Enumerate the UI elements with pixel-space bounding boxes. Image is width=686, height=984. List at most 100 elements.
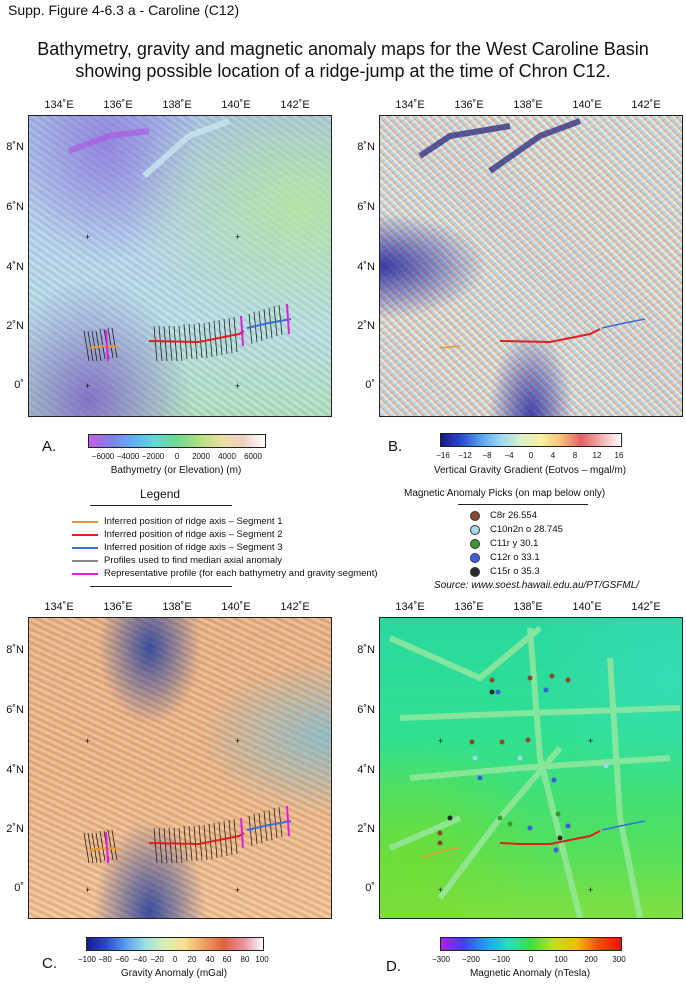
pick-label: C10n2n o 28.745	[490, 524, 563, 535]
lat-label: 6˚N	[357, 704, 375, 716]
figure-title: Bathymetry, gravity and magnetic anomaly…	[0, 38, 686, 82]
legend-item-profiles: Profiles used to find median axial anoma…	[72, 555, 282, 566]
panel-label: B.	[388, 438, 403, 455]
legend-swatch	[72, 546, 98, 549]
pick-dot	[470, 552, 480, 563]
lon-label: 142˚E	[631, 99, 661, 111]
lon-label: 142˚E	[280, 601, 310, 613]
colorbar-title: Magnetic Anomaly (nTesla)	[469, 968, 591, 979]
pick-dot	[470, 524, 480, 535]
magnetic-anomaly-map: + + + +	[379, 617, 683, 919]
lon-label: 142˚E	[631, 601, 661, 613]
colorbar-tick: −40	[133, 955, 147, 964]
gravity-gradient-map	[379, 115, 683, 417]
legend-swatch	[72, 572, 98, 575]
lon-label: 136˚E	[454, 99, 484, 111]
magnetic-overlay	[388, 625, 681, 918]
crosshair-marker: +	[588, 736, 594, 746]
bathymetry-map: + + + +	[28, 115, 332, 417]
colorbar-tick: 20	[187, 955, 197, 964]
colorbar-tick: −200	[461, 955, 481, 964]
colorbar-tick: −16	[436, 451, 450, 460]
colorbar-tick: −80	[98, 955, 112, 964]
lon-label: 134˚E	[395, 601, 425, 613]
magnetic-colorbar	[440, 937, 622, 951]
legend-item-segment-2: Inferred position of ridge axis – Segmen…	[72, 529, 283, 540]
lat-label: 8˚N	[6, 141, 24, 153]
colorbar-tick: −4	[504, 451, 514, 460]
legend-item-segment-3: Inferred position of ridge axis – Segmen…	[72, 542, 283, 553]
colorbar-title: Gravity Anomaly (mGal)	[120, 968, 228, 979]
colorbar-tick: 12	[592, 451, 602, 460]
gravity-anomaly-colorbar	[86, 937, 264, 951]
lat-label: 4˚N	[357, 764, 375, 776]
lat-label: 4˚N	[6, 261, 24, 273]
lat-label: 4˚N	[357, 261, 375, 273]
lon-label: 140˚E	[221, 601, 251, 613]
lat-label: 0˚	[365, 882, 375, 894]
mag-pick-c12r: C12r o 33.1	[470, 552, 540, 563]
colorbar-tick: −8	[482, 451, 492, 460]
gravity-anomaly-overlay	[83, 805, 292, 864]
lon-label: 142˚E	[280, 99, 310, 111]
c15r-picks	[447, 689, 563, 841]
colorbar-tick: −12	[458, 451, 472, 460]
mag-pick-c11r: C11r y 30.1	[470, 538, 538, 549]
panel-label: D.	[386, 958, 401, 975]
legend-label: Inferred position of ridge axis – Segmen…	[104, 529, 283, 540]
legend-rule	[90, 505, 232, 506]
lon-label: 138˚E	[513, 99, 543, 111]
lon-label: 134˚E	[395, 99, 425, 111]
colorbar-tick: 8	[572, 451, 578, 460]
panel-label: A.	[42, 438, 57, 455]
colorbar-tick: −6000	[91, 452, 115, 461]
colorbar-tick: −300	[431, 955, 451, 964]
colorbar-tick: 0	[528, 451, 534, 460]
colorbar-tick: 80	[240, 955, 250, 964]
crosshair-marker: +	[85, 232, 91, 242]
c12r-picks	[477, 687, 571, 853]
legend-label: Inferred position of ridge axis – Segmen…	[104, 542, 283, 553]
colorbar-tick: 0	[174, 452, 180, 461]
pick-label: C8r 26.554	[490, 510, 538, 521]
lat-label: 6˚N	[6, 704, 24, 716]
bathymetry-overlay	[67, 118, 292, 362]
legend-label: Inferred position of ridge axis – Segmen…	[104, 516, 283, 527]
legend-swatch	[72, 520, 98, 523]
colorbar-title: Bathymetry (or Elevation) (m)	[110, 465, 242, 476]
legend-item-representative: Representative profile (for each bathyme…	[72, 568, 378, 579]
colorbar-tick: 0	[528, 955, 534, 964]
lat-label: 0˚	[14, 882, 24, 894]
lat-label: 0˚	[14, 379, 24, 391]
colorbar-tick: −100	[77, 955, 97, 964]
lat-label: 2˚N	[357, 823, 375, 835]
lat-label: 2˚N	[357, 320, 375, 332]
pick-label: C12r o 33.1	[490, 552, 540, 563]
colorbar-tick: 2000	[192, 452, 210, 461]
supplement-label: Supp. Figure 4-6.3 a - Caroline (C12)	[8, 2, 240, 18]
colorbar-tick: 4	[550, 451, 556, 460]
lon-label: 134˚E	[44, 601, 74, 613]
c10n2n-picks	[472, 755, 609, 769]
crosshair-marker: +	[235, 381, 241, 391]
legend-label: Representative profile (for each bathyme…	[104, 568, 378, 579]
crosshair-marker: +	[235, 885, 241, 895]
pick-label: C11r y 30.1	[490, 538, 539, 549]
colorbar-tick: −100	[491, 955, 511, 964]
crosshair-marker: +	[588, 885, 594, 895]
colorbar-tick: 300	[612, 955, 626, 964]
colorbar-tick: 100	[255, 955, 269, 964]
legend-label: Profiles used to find median axial anoma…	[104, 555, 282, 566]
colorbar-tick: −20	[150, 955, 164, 964]
title-line-1: Bathymetry, gravity and magnetic anomaly…	[37, 39, 649, 59]
lat-label: 8˚N	[357, 141, 375, 153]
colorbar-tick: 200	[584, 955, 598, 964]
lat-label: 6˚N	[6, 201, 24, 213]
crosshair-marker: +	[438, 885, 444, 895]
colorbar-title: Vertical Gravity Gradient (Eotvos – mgal…	[433, 465, 627, 476]
lon-label: 136˚E	[103, 601, 133, 613]
legend-item-segment-1: Inferred position of ridge axis – Segmen…	[72, 516, 283, 527]
gravity-gradient-colorbar	[440, 433, 622, 447]
colorbar-tick: 40	[205, 955, 215, 964]
c11r-picks	[497, 811, 561, 827]
